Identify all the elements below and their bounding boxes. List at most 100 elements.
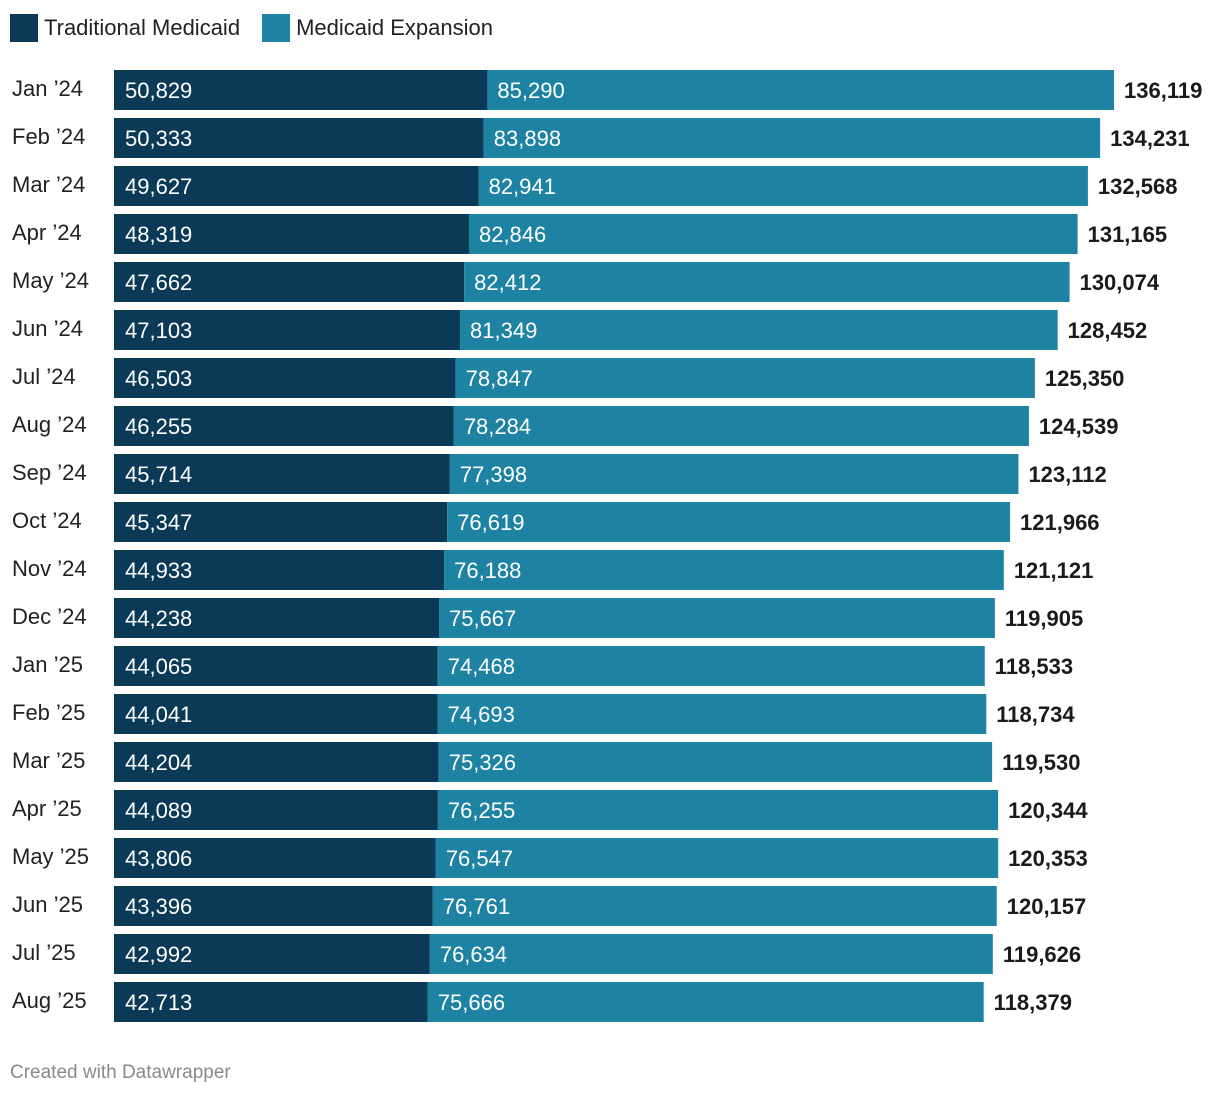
bar-traditional	[114, 742, 439, 782]
bar-expansion	[487, 70, 1114, 110]
category-label: Jul ’25	[12, 940, 76, 965]
data-label-traditional: 44,089	[125, 798, 192, 823]
bar-traditional	[114, 838, 436, 878]
data-label-total: 118,379	[994, 990, 1072, 1015]
bar-traditional	[114, 118, 484, 158]
bar-expansion	[437, 790, 999, 830]
category-label: Aug ’24	[12, 412, 87, 437]
bar-expansion	[427, 982, 984, 1022]
bar-traditional	[114, 646, 438, 686]
bar-traditional	[114, 790, 438, 830]
data-label-total: 132,568	[1098, 174, 1178, 199]
data-label-total: 119,905	[1005, 606, 1083, 631]
category-label: Mar ’25	[12, 748, 85, 773]
bar-expansion	[447, 502, 1011, 542]
category-label: Sep ’24	[12, 460, 87, 485]
data-label-expansion: 78,847	[466, 366, 533, 391]
bar-expansion	[438, 598, 995, 638]
data-label-expansion: 85,290	[497, 78, 564, 103]
data-label-traditional: 50,333	[125, 126, 192, 151]
bar-expansion	[437, 646, 985, 686]
bar-expansion	[432, 886, 997, 926]
bar-traditional	[114, 598, 439, 638]
data-label-traditional: 48,319	[125, 222, 192, 247]
category-label: Jun ’24	[12, 316, 83, 341]
category-label: Dec ’24	[12, 604, 87, 629]
category-label: Jul ’24	[12, 364, 76, 389]
data-label-traditional: 44,933	[125, 558, 192, 583]
data-label-expansion: 75,667	[449, 606, 516, 631]
data-label-expansion: 76,188	[454, 558, 521, 583]
data-label-traditional: 47,662	[125, 270, 192, 295]
bar-traditional	[114, 214, 469, 254]
data-label-total: 118,734	[996, 702, 1075, 727]
category-label: Jan ’24	[12, 76, 83, 101]
data-label-expansion: 76,547	[446, 846, 513, 871]
data-label-total: 119,626	[1003, 942, 1081, 967]
data-label-traditional: 50,829	[125, 78, 192, 103]
bar-expansion	[455, 358, 1035, 398]
data-label-total: 123,112	[1028, 462, 1106, 487]
data-label-expansion: 82,846	[479, 222, 546, 247]
data-label-total: 118,533	[995, 654, 1073, 679]
bar-traditional	[114, 358, 456, 398]
data-label-traditional: 43,806	[125, 846, 192, 871]
data-label-traditional: 44,204	[125, 750, 192, 775]
bar-traditional	[114, 70, 488, 110]
bar-traditional	[114, 502, 448, 542]
bar-traditional	[114, 310, 461, 350]
data-label-traditional: 49,627	[125, 174, 192, 199]
data-label-total: 125,350	[1045, 366, 1125, 391]
category-label: May ’25	[12, 844, 89, 869]
category-label: Jan ’25	[12, 652, 83, 677]
data-label-expansion: 75,666	[438, 990, 505, 1015]
bar-traditional	[114, 982, 428, 1022]
category-label: Oct ’24	[12, 508, 82, 533]
bar-traditional	[114, 934, 430, 974]
data-label-expansion: 76,255	[448, 798, 515, 823]
bar-expansion	[464, 262, 1070, 302]
legend-item-traditional: Traditional Medicaid	[10, 14, 240, 42]
data-label-traditional: 42,713	[125, 990, 192, 1015]
data-label-expansion: 76,619	[457, 510, 524, 535]
data-label-total: 120,157	[1007, 894, 1087, 919]
data-label-expansion: 83,898	[494, 126, 561, 151]
legend-label-expansion: Medicaid Expansion	[296, 15, 493, 40]
bar-expansion	[444, 550, 1004, 590]
data-label-expansion: 76,634	[440, 942, 507, 967]
bar-expansion	[483, 118, 1101, 158]
bar-expansion	[429, 934, 993, 974]
data-label-total: 131,165	[1088, 222, 1168, 247]
legend-label-traditional: Traditional Medicaid	[44, 15, 241, 40]
legend-item-expansion: Medicaid Expansion	[262, 14, 493, 42]
bar-expansion	[468, 214, 1078, 254]
bar-expansion	[478, 166, 1088, 206]
bar-expansion	[449, 454, 1019, 494]
legend-swatch-traditional	[10, 14, 38, 42]
data-label-traditional: 44,238	[125, 606, 192, 631]
bar-traditional	[114, 166, 479, 206]
category-label: May ’24	[12, 268, 89, 293]
category-label: Feb ’25	[12, 700, 85, 725]
data-label-traditional: 47,103	[125, 318, 192, 343]
data-label-expansion: 74,468	[448, 654, 515, 679]
data-label-total: 121,966	[1020, 510, 1100, 535]
category-label: Nov ’24	[12, 556, 87, 581]
bar-expansion	[460, 310, 1058, 350]
data-label-expansion: 78,284	[464, 414, 531, 439]
data-label-traditional: 43,396	[125, 894, 192, 919]
bar-traditional	[114, 406, 454, 446]
bar-traditional	[114, 262, 465, 302]
bar-expansion	[438, 742, 993, 782]
data-label-traditional: 46,255	[125, 414, 192, 439]
data-label-total: 136,119	[1124, 78, 1202, 103]
category-label: Aug ’25	[12, 988, 87, 1013]
data-label-total: 134,231	[1110, 126, 1190, 151]
data-label-total: 130,074	[1080, 270, 1160, 295]
data-label-total: 119,530	[1002, 750, 1080, 775]
data-label-total: 120,353	[1008, 846, 1088, 871]
data-label-total: 120,344	[1008, 798, 1088, 823]
data-label-expansion: 82,941	[489, 174, 556, 199]
data-label-total: 128,452	[1068, 318, 1148, 343]
data-label-total: 121,121	[1014, 558, 1094, 583]
